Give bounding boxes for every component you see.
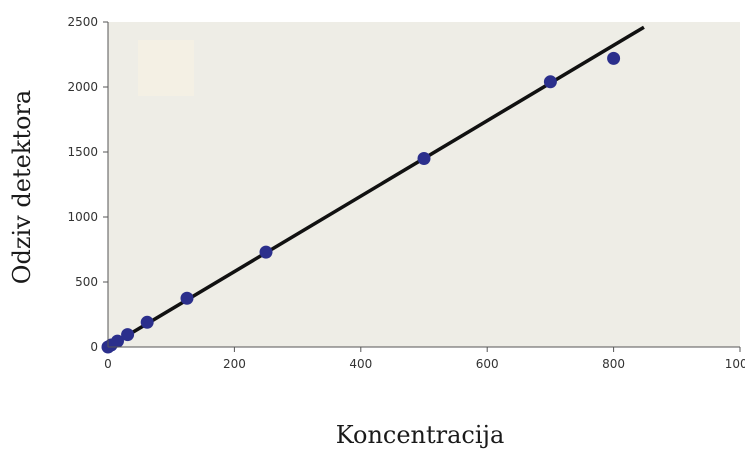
data-point bbox=[607, 51, 621, 65]
data-point bbox=[110, 334, 124, 348]
y-tick-label: 0 bbox=[90, 340, 98, 354]
y-tick-label: 1500 bbox=[67, 145, 98, 159]
plot-area-patch bbox=[138, 40, 194, 96]
plot-area bbox=[108, 22, 740, 347]
x-axis-title: Koncentracija bbox=[336, 421, 505, 449]
data-point bbox=[180, 291, 194, 305]
y-tick-label: 2500 bbox=[67, 15, 98, 29]
x-tick-label: 1000 bbox=[725, 357, 745, 371]
y-tick-label: 500 bbox=[75, 275, 98, 289]
x-tick-label: 200 bbox=[223, 357, 246, 371]
data-point bbox=[259, 245, 273, 259]
x-tick-label: 0 bbox=[104, 357, 112, 371]
x-tick-label: 600 bbox=[476, 357, 499, 371]
y-tick-label: 2000 bbox=[67, 80, 98, 94]
x-tick-label: 400 bbox=[349, 357, 372, 371]
data-point bbox=[543, 75, 557, 89]
y-axis-title: Odziv detektora bbox=[8, 90, 36, 284]
y-tick-label: 1000 bbox=[67, 210, 98, 224]
x-tick-label: 800 bbox=[602, 357, 625, 371]
data-point bbox=[417, 152, 431, 165]
data-point bbox=[140, 315, 154, 329]
data-point bbox=[121, 328, 135, 342]
